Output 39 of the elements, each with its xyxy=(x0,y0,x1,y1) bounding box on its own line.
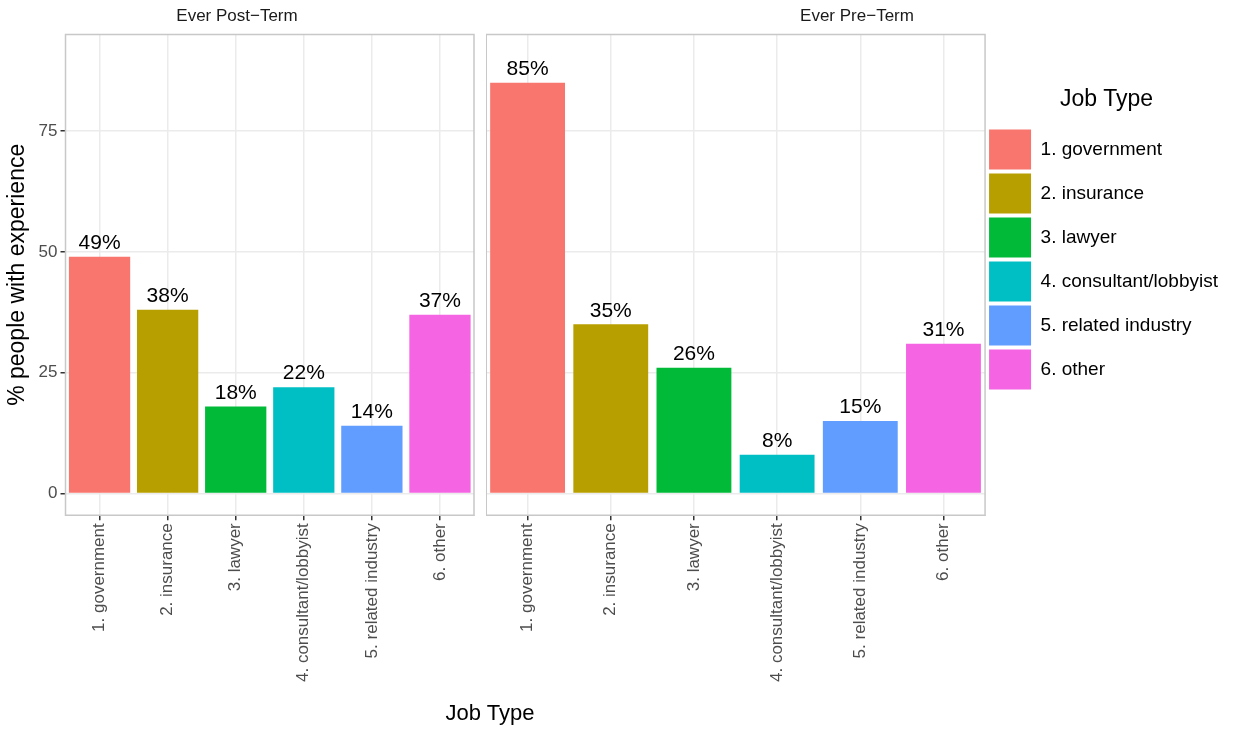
data-label: 37% xyxy=(418,287,461,311)
legend-label: 5. related industry xyxy=(1040,313,1193,335)
data-label: 22% xyxy=(282,360,325,384)
x-tick-label: 2. insurance xyxy=(600,523,620,616)
y-tick-label: 25 xyxy=(38,362,58,382)
data-label: 26% xyxy=(672,341,715,365)
x-tick-label: 1. government xyxy=(89,522,109,632)
data-label: 38% xyxy=(146,283,189,307)
x-tick-label: 4. consultant/lobbyist xyxy=(293,522,313,682)
x-tick-label: 1. government xyxy=(517,522,537,632)
x-tick-label: 3. lawyer xyxy=(225,522,245,592)
x-tick-label: 4. consultant/lobbyist xyxy=(766,522,786,682)
data-label: 85% xyxy=(506,56,549,80)
chart-title: Ever Pre−Term xyxy=(800,5,914,25)
data-label: 15% xyxy=(839,394,882,418)
y-tick-label: 75 xyxy=(38,120,58,140)
x-tick-label: 3. lawyer xyxy=(683,522,703,592)
legend-label: 6. other xyxy=(1040,357,1106,379)
chart-title: Ever Post−Term xyxy=(176,5,298,25)
data-label: 31% xyxy=(922,316,965,340)
data-label: 8% xyxy=(761,428,793,452)
legend-label: 4. consultant/lobbyist xyxy=(1040,269,1219,291)
x-tick-label: 6. other xyxy=(429,522,449,581)
x-tick-label: 2. insurance xyxy=(157,523,177,616)
legend-label: 1. government xyxy=(1040,137,1163,159)
data-label: 14% xyxy=(350,399,393,423)
y-tick-label: 0 xyxy=(48,483,58,503)
data-label: 49% xyxy=(78,229,121,253)
y-tick-label: 50 xyxy=(38,241,58,261)
legend-label: 3. lawyer xyxy=(1040,225,1118,247)
x-axis-title: Job Type xyxy=(444,700,536,726)
y-axis-title: % people with experience xyxy=(3,143,30,406)
data-label: 35% xyxy=(589,297,632,321)
x-tick-label: 5. related industry xyxy=(361,522,381,659)
x-tick-label: 5. related industry xyxy=(849,522,869,659)
data-label: 18% xyxy=(214,379,257,403)
x-tick-label: 6. other xyxy=(933,522,953,581)
legend-label: 2. insurance xyxy=(1040,181,1145,203)
legend-title: Job Type xyxy=(1060,84,1153,111)
